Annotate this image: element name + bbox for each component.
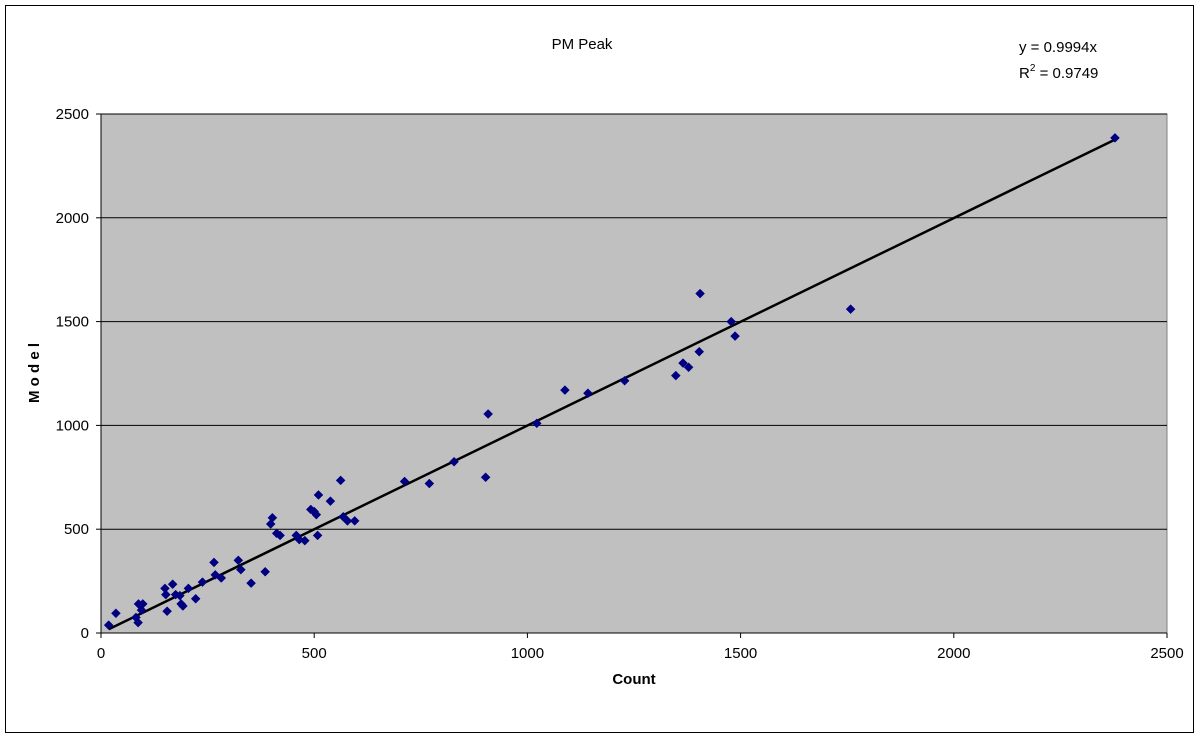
y-tick-label: 500 bbox=[64, 521, 89, 538]
data-point bbox=[449, 456, 459, 467]
x-tick-label: 0 bbox=[97, 645, 105, 662]
data-point bbox=[424, 478, 435, 489]
r-squared-superscript: 2 bbox=[1030, 63, 1036, 74]
data-point bbox=[619, 375, 630, 386]
data-point bbox=[216, 573, 227, 583]
data-point bbox=[136, 605, 147, 616]
data-point bbox=[342, 516, 353, 526]
data-point bbox=[236, 564, 246, 575]
x-tick-label: 2000 bbox=[937, 645, 970, 662]
data-point bbox=[845, 304, 856, 314]
y-tick-label: 1000 bbox=[56, 417, 89, 434]
data-point bbox=[103, 620, 114, 630]
data-point bbox=[246, 578, 256, 589]
data-point bbox=[167, 579, 178, 590]
x-tick-label: 2500 bbox=[1150, 645, 1183, 662]
data-point bbox=[399, 476, 410, 487]
data-point bbox=[583, 388, 593, 399]
data-point bbox=[160, 589, 171, 600]
chart-title: PM Peak bbox=[552, 36, 613, 53]
data-point bbox=[275, 530, 285, 541]
data-point bbox=[683, 362, 694, 373]
data-point bbox=[349, 516, 360, 526]
data-point bbox=[137, 599, 148, 609]
data-point bbox=[162, 606, 172, 617]
data-point bbox=[209, 557, 219, 568]
data-point bbox=[175, 590, 185, 601]
data-point bbox=[1110, 133, 1120, 143]
data-point bbox=[531, 418, 542, 429]
r-squared-label: R2 = 0.9749 bbox=[1019, 63, 1098, 82]
data-point bbox=[197, 577, 208, 587]
data-point bbox=[480, 472, 491, 483]
r-squared-prefix: R bbox=[1019, 65, 1030, 82]
data-point bbox=[178, 601, 188, 611]
y-tick-labels: 0 500 1000 1500 2000 2500 bbox=[56, 106, 101, 642]
data-point bbox=[694, 346, 705, 357]
data-point bbox=[483, 409, 494, 419]
y-tick-label: 2000 bbox=[56, 210, 89, 227]
data-point bbox=[133, 617, 143, 628]
data-point bbox=[730, 331, 740, 341]
data-point bbox=[111, 608, 121, 619]
y-tick-label: 2500 bbox=[56, 106, 89, 123]
axes bbox=[100, 114, 1167, 634]
data-point bbox=[313, 490, 324, 500]
data-point bbox=[311, 509, 322, 520]
data-point bbox=[299, 535, 310, 546]
trendline-equation: y = 0.9994x bbox=[1019, 39, 1097, 56]
x-tick-label: 1000 bbox=[511, 645, 544, 662]
y-tick-label: 1500 bbox=[56, 314, 89, 331]
x-tick-label: 500 bbox=[302, 645, 327, 662]
data-point bbox=[678, 358, 688, 368]
x-axis-label: Count bbox=[612, 671, 655, 688]
data-point bbox=[260, 566, 271, 577]
y-tick-label: 0 bbox=[81, 625, 89, 642]
data-point bbox=[335, 475, 346, 486]
r-squared-value: = 0.9749 bbox=[1035, 65, 1098, 82]
grid-lines bbox=[101, 113, 1167, 530]
trendline-group bbox=[108, 138, 1116, 631]
data-point bbox=[312, 530, 323, 541]
data-points bbox=[103, 133, 1120, 630]
data-point bbox=[325, 496, 336, 507]
data-point bbox=[233, 555, 244, 566]
x-tick-label: 1500 bbox=[724, 645, 757, 662]
data-point bbox=[267, 512, 278, 523]
data-point bbox=[190, 593, 201, 604]
data-point bbox=[560, 385, 570, 395]
data-point bbox=[726, 316, 737, 327]
trendline bbox=[108, 138, 1116, 631]
y-axis-label: M o d e l bbox=[26, 343, 43, 403]
data-point bbox=[670, 370, 681, 381]
x-tick-labels: 0 500 1000 1500 2000 2500 bbox=[97, 633, 1184, 662]
data-point bbox=[695, 288, 705, 299]
data-point bbox=[183, 583, 194, 594]
